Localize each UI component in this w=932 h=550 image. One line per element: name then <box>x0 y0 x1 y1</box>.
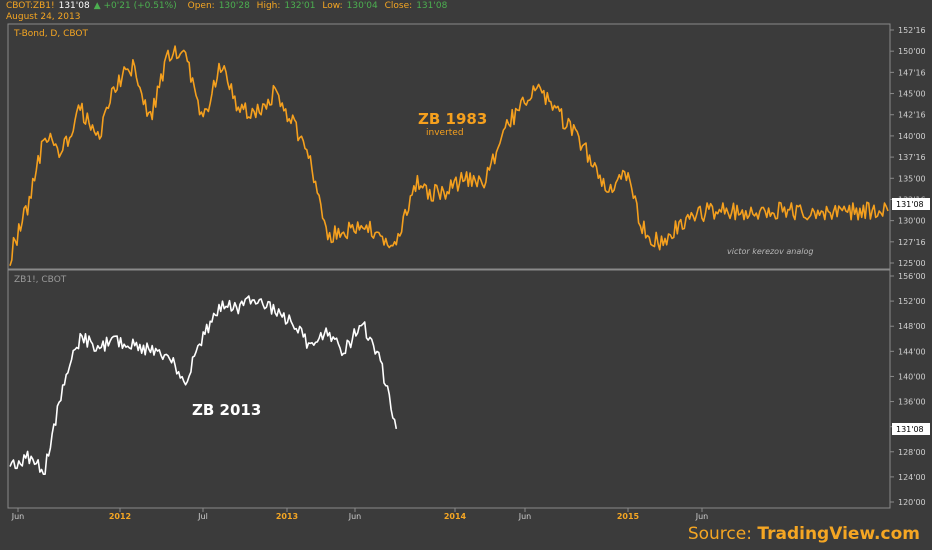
x-tick-label: 2014 <box>444 512 467 521</box>
open-label: Open: <box>187 1 215 11</box>
y-tick-label: 130'00 <box>898 217 926 226</box>
y-tick-label: 137'16 <box>898 153 926 162</box>
y-tick-label: 127'16 <box>898 238 926 247</box>
x-tick-label: Jun <box>11 512 25 521</box>
y-tick-label: 152'00 <box>898 297 926 306</box>
y-tick-label: 140'00 <box>898 372 926 381</box>
y-tick-label: 144'00 <box>898 347 926 356</box>
source-credit: Source: TradingView.com <box>688 524 920 544</box>
change-text: +0'21 (+0.51%) <box>103 1 177 11</box>
y-tick-label: 125'00 <box>898 259 926 268</box>
chart-date: August 24, 2013 <box>6 12 81 22</box>
y-tick-label: 147'16 <box>898 68 926 77</box>
series-line-1 <box>9 45 889 266</box>
series-line-2 <box>9 295 398 475</box>
pane-title: ZB1!, CBOT <box>14 275 67 285</box>
y-tick-label: 136'00 <box>898 398 926 407</box>
pane-title: T-Bond, D, CBOT <box>13 29 88 39</box>
y-tick-label: 135'00 <box>898 174 926 183</box>
x-tick-label: Jun <box>348 512 362 521</box>
y-tick-label: 152'16 <box>898 26 926 35</box>
low-value: 130'04 <box>346 1 378 11</box>
annotation-zb-2013: ZB 2013 <box>192 401 261 419</box>
last-price: 131'08 <box>58 1 90 11</box>
y-tick-label: 140'00 <box>898 132 926 141</box>
source-brand[interactable]: TradingView.com <box>757 524 920 544</box>
source-prefix: Source: <box>687 524 752 544</box>
open-value: 130'28 <box>218 1 250 11</box>
chart-header: CBOT:ZB1! 131'08 ▲ +0'21 (+0.51%) Open: 130… <box>6 1 451 11</box>
y-tick-label: 128'00 <box>898 448 926 457</box>
x-tick-label: 2015 <box>617 512 640 521</box>
y-tick-label: 150'00 <box>898 47 926 56</box>
y-tick-label: 124'00 <box>898 473 926 482</box>
pane-frame-1 <box>7 23 891 270</box>
change-value: ▲ +0'21 (+0.51%) <box>93 1 177 11</box>
x-tick-label: 2013 <box>276 512 298 521</box>
x-tick-label: 2012 <box>109 512 131 521</box>
last-value-label: 131'08 <box>896 425 924 434</box>
watermark-text: victor kerezov analog <box>727 247 813 256</box>
annotation-zb-1983: ZB 1983 <box>418 110 487 128</box>
y-tick-label: 120'00 <box>898 498 926 507</box>
x-tick-label: Jul <box>197 512 208 521</box>
last-value-box <box>892 198 930 210</box>
last-value-box <box>892 423 930 435</box>
y-tick-label: 142'16 <box>898 111 926 120</box>
x-tick-label: Jun <box>695 512 709 521</box>
high-label: High: <box>256 1 281 11</box>
pane-frame-2 <box>7 269 891 509</box>
last-value-label: 131'08 <box>896 200 924 209</box>
close-value: 131'08 <box>416 1 448 11</box>
high-value: 132'01 <box>284 1 316 11</box>
symbol-label[interactable]: CBOT:ZB1! <box>6 1 55 11</box>
y-tick-label: 156'00 <box>898 272 926 281</box>
y-tick-label: 148'00 <box>898 322 926 331</box>
annotation-inverted: inverted <box>426 128 464 138</box>
y-tick-label: 145'00 <box>898 90 926 99</box>
low-label: Low: <box>322 1 343 11</box>
close-label: Close: <box>384 1 413 11</box>
x-tick-label: Jun <box>518 512 532 521</box>
